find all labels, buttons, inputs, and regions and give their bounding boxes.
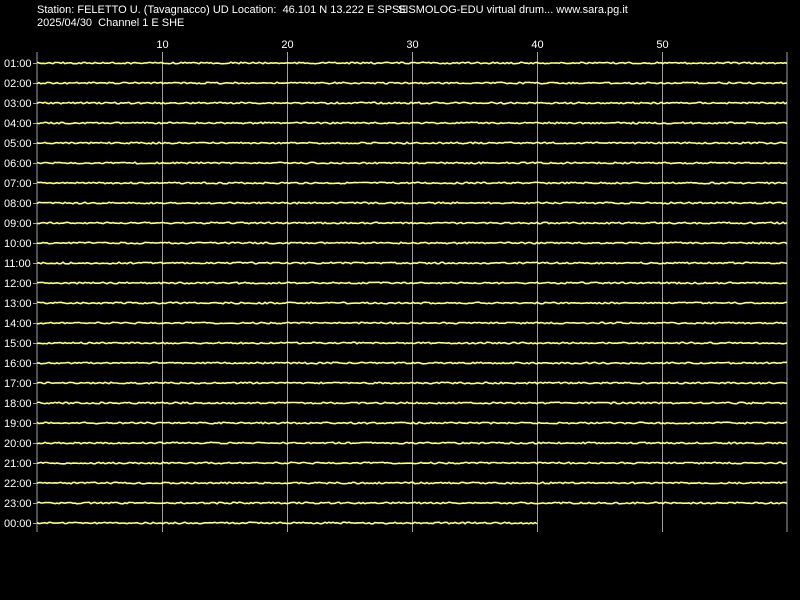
hour-label: 19:00 — [4, 418, 32, 430]
hour-label: 13:00 — [4, 298, 32, 310]
hour-label: 02:00 — [4, 78, 32, 90]
trace-1000 — [36, 241, 788, 245]
trace-0900 — [36, 221, 788, 225]
hour-label: 00:00 — [4, 518, 32, 530]
trace-0500 — [36, 141, 787, 145]
hour-label: 22:00 — [4, 478, 32, 490]
hour-label: 06:00 — [4, 158, 32, 170]
hour-label: 23:00 — [4, 498, 32, 510]
trace-1900 — [36, 421, 787, 425]
hour-label: 03:00 — [4, 98, 32, 110]
hour-label: 15:00 — [4, 338, 32, 350]
trace-0600 — [36, 161, 788, 165]
hour-label: 18:00 — [4, 398, 32, 410]
trace-2100 — [36, 461, 788, 465]
x-tick-label: 20 — [281, 39, 293, 51]
x-tick-label: 50 — [656, 39, 668, 51]
hour-label: 12:00 — [4, 278, 32, 290]
hour-label: 20:00 — [4, 438, 32, 450]
hour-label: 14:00 — [4, 318, 32, 330]
trace-2000 — [36, 441, 788, 445]
trace-1400 — [36, 321, 788, 325]
station-info: Station: FELETTO U. (Tavagnacco) UD Loca… — [37, 4, 407, 16]
hour-label: 04:00 — [4, 118, 32, 130]
trace-0000 — [36, 521, 538, 525]
trace-0200 — [36, 81, 788, 85]
trace-1300 — [37, 301, 788, 305]
trace-1200 — [37, 281, 788, 285]
hour-label: 11:00 — [4, 258, 31, 270]
software-info: SISMOLOG-EDU virtual drum... www.sara.pg… — [398, 4, 628, 16]
x-tick-label: 30 — [406, 39, 418, 51]
hour-label: 05:00 — [4, 138, 32, 150]
trace-2300 — [36, 501, 788, 505]
date-channel-info: 2025/04/30 Channel 1 E SHE — [37, 17, 185, 29]
hour-label: 21:00 — [4, 458, 32, 470]
trace-2200 — [36, 481, 788, 485]
hour-label: 01:00 — [4, 58, 32, 70]
trace-1800 — [36, 401, 788, 405]
trace-1100 — [37, 261, 788, 265]
trace-0300 — [36, 101, 788, 105]
trace-1700 — [36, 381, 788, 385]
hour-label: 08:00 — [4, 198, 32, 210]
hour-label: 09:00 — [4, 218, 32, 230]
x-tick-label: 40 — [531, 39, 543, 51]
trace-0400 — [36, 121, 788, 125]
hour-label: 16:00 — [4, 358, 32, 370]
hour-label: 07:00 — [4, 178, 32, 190]
trace-0700 — [36, 181, 788, 185]
trace-1500 — [36, 341, 788, 345]
trace-0800 — [36, 201, 788, 205]
hour-label: 10:00 — [4, 238, 32, 250]
trace-1600 — [36, 361, 788, 365]
x-tick-label: 10 — [156, 39, 168, 51]
hour-label: 17:00 — [4, 378, 32, 390]
trace-0100 — [36, 61, 788, 65]
